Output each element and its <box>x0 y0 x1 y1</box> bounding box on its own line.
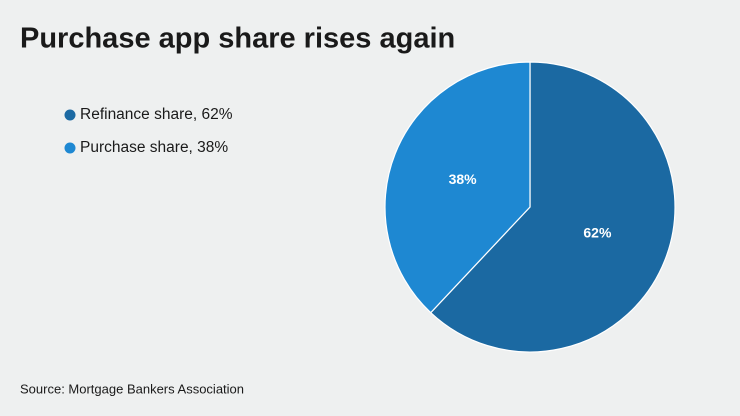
legend-marker <box>64 142 76 154</box>
data-label: 62% <box>583 224 612 240</box>
data-label: 38% <box>449 171 478 187</box>
chart-title: Purchase app share rises again <box>20 23 455 55</box>
legend-label: Refinance share, 62% <box>80 106 233 123</box>
legend-label: Purchase share, 38% <box>80 139 228 156</box>
source-note: Source: Mortgage Bankers Association <box>20 381 244 396</box>
pie-slice <box>384 61 531 314</box>
pie-slice <box>429 61 676 353</box>
legend-marker <box>64 109 76 121</box>
